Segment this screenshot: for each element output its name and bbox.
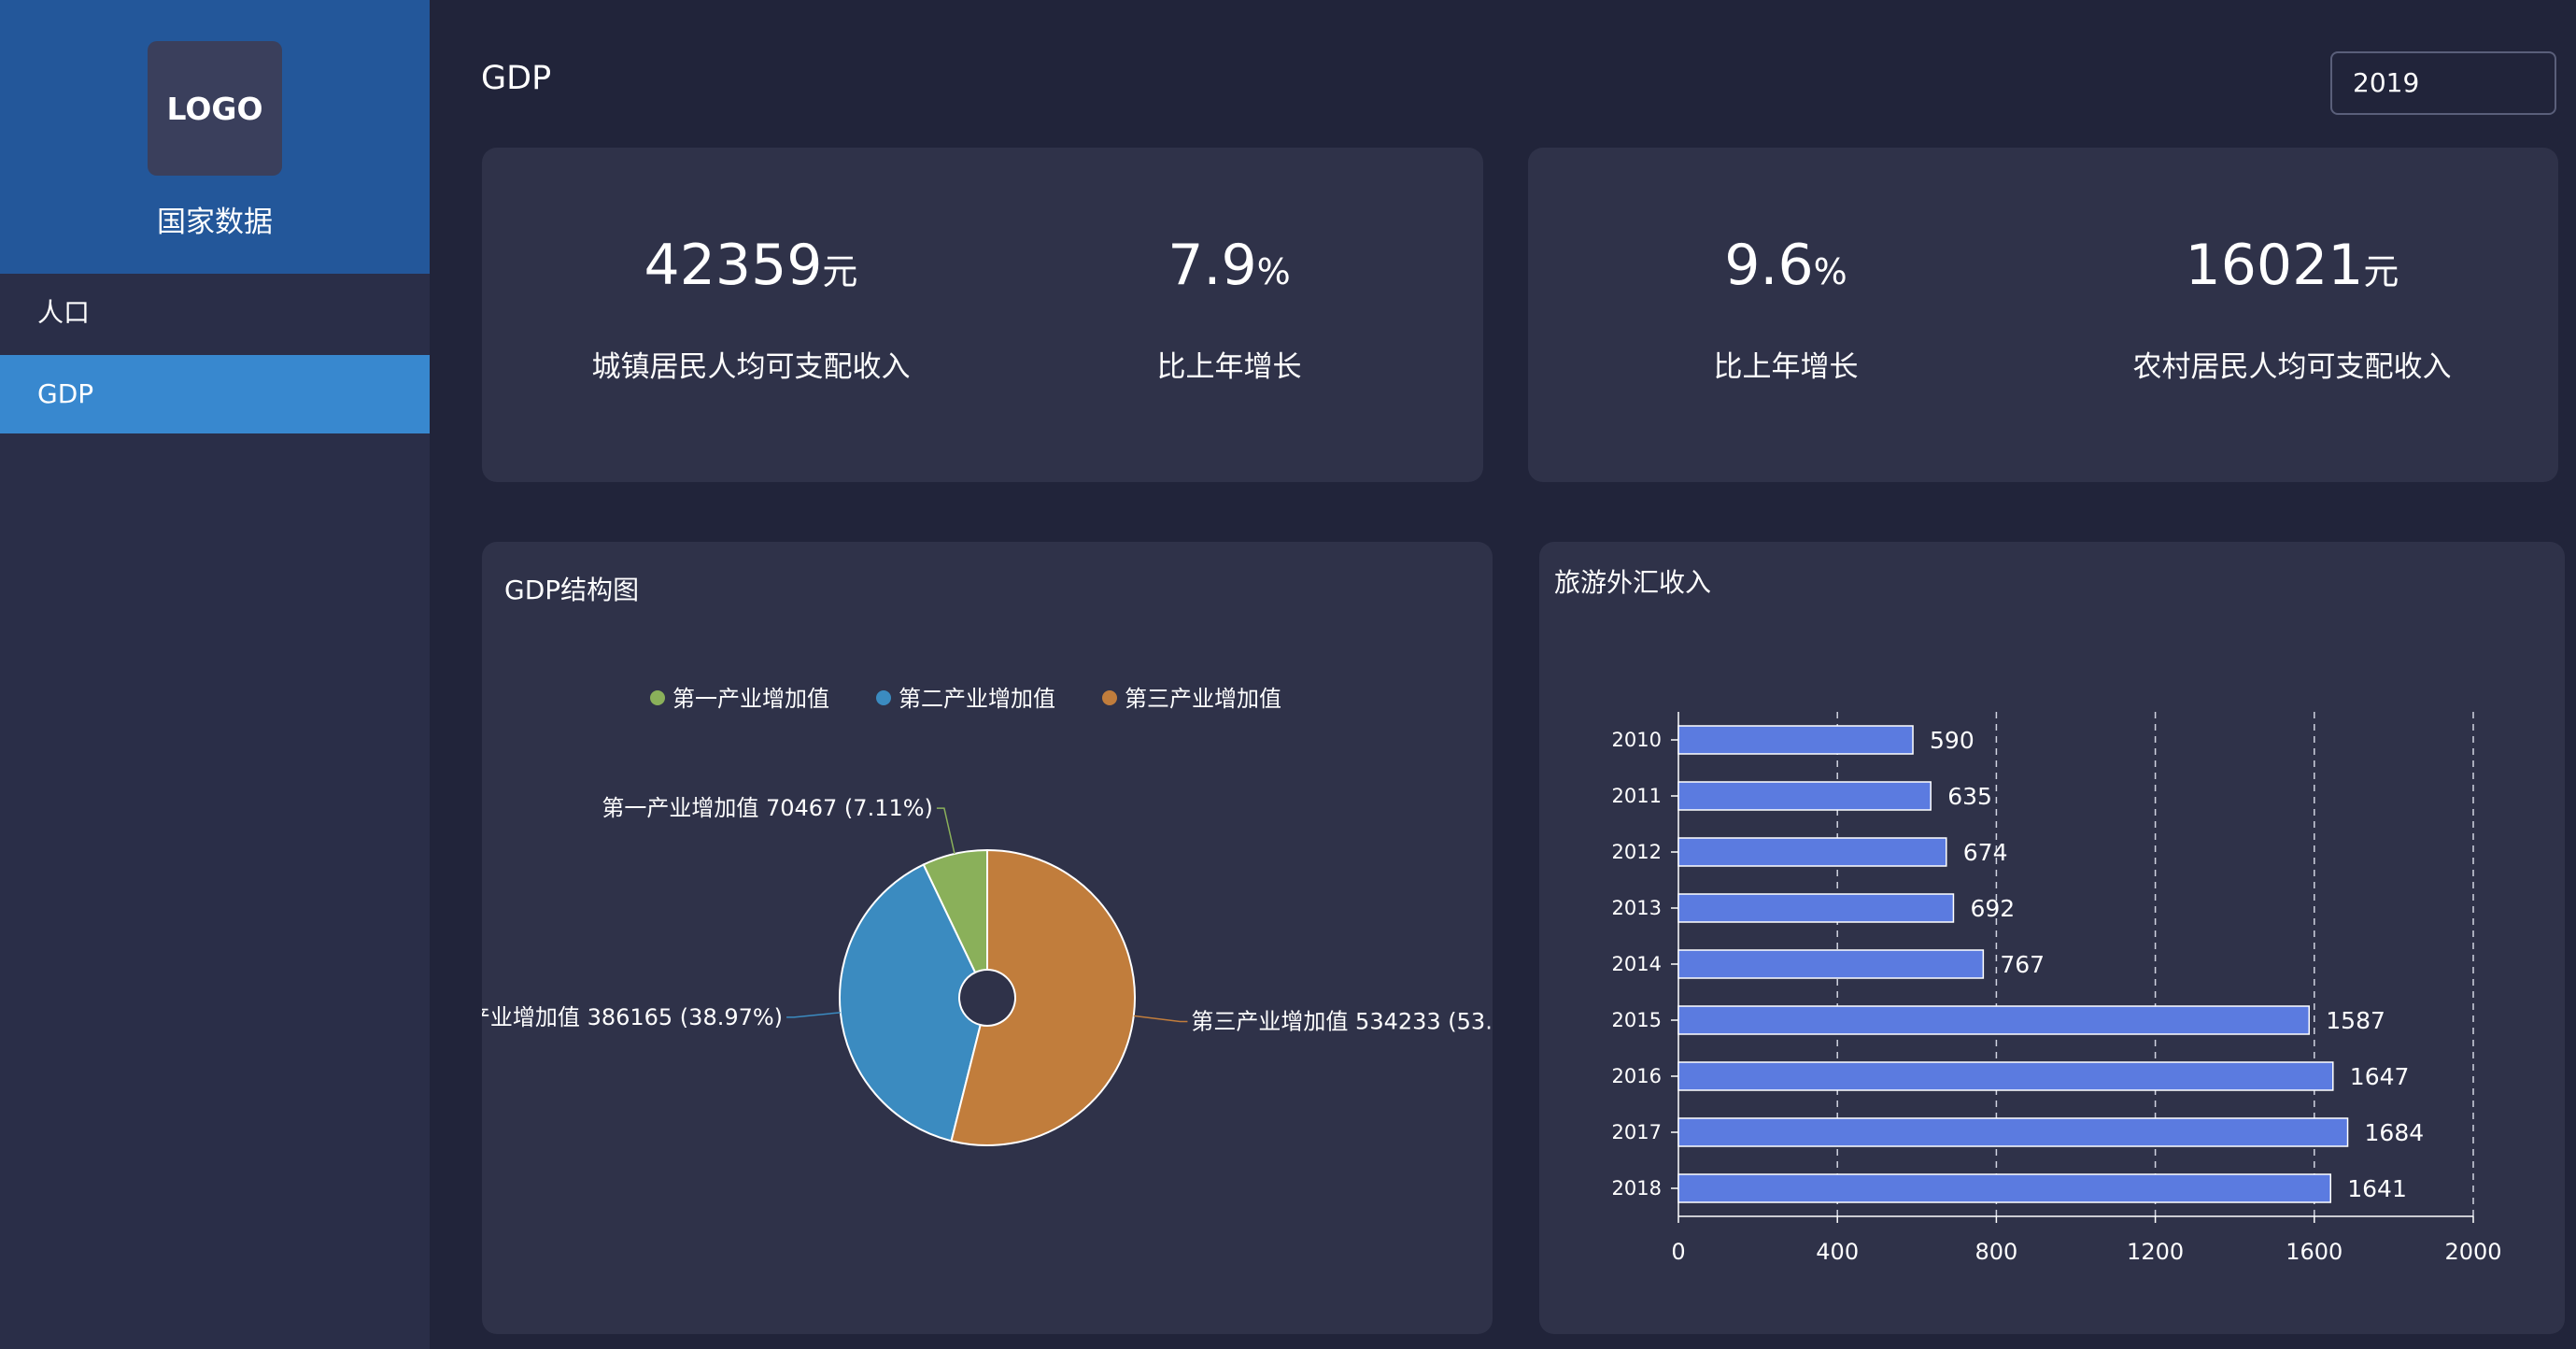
- bar[interactable]: [1677, 837, 1947, 867]
- y-tick-label: 2014: [1612, 953, 1662, 975]
- x-tick-label: 800: [1974, 1239, 2017, 1265]
- bar[interactable]: [1677, 949, 1985, 979]
- stat-value: 7.9: [1168, 233, 1257, 298]
- bar-value-label: 1684: [2365, 1119, 2425, 1146]
- chart-title: GDP结构图: [504, 575, 640, 605]
- bar-value-label: 1641: [2347, 1175, 2407, 1202]
- x-tick-label: 0: [1671, 1239, 1685, 1265]
- legend-label: 第二产业增加值: [899, 686, 1055, 712]
- stat-unit: %: [1813, 251, 1847, 292]
- bar[interactable]: [1677, 893, 1955, 923]
- bar-value-label: 635: [1947, 783, 1992, 810]
- page-title: GDP: [481, 60, 552, 97]
- stat-label: 比上年增长: [1156, 350, 1302, 384]
- y-tick-label: 2010: [1612, 729, 1662, 751]
- stat-urban-growth: 7.9% 比上年增长: [986, 232, 1472, 385]
- stat-value: 42359: [644, 233, 823, 298]
- stat-card-urban: 42359元 城镇居民人均可支配收入 7.9% 比上年增长: [482, 148, 1483, 482]
- legend-swatch: [876, 690, 891, 705]
- chart-title: 旅游外汇收入: [1554, 567, 1712, 598]
- x-tick-label: 1600: [2286, 1239, 2342, 1265]
- y-tick-label: 2015: [1612, 1009, 1662, 1031]
- legend-item[interactable]: 第一产业增加值: [650, 686, 829, 712]
- stat-value: 9.6: [1724, 233, 1814, 298]
- stat-card-rural: 9.6% 比上年增长 16021元 农村居民人均可支配收入: [1528, 148, 2558, 482]
- bar-chart: 0 400 800 1200 1600 2000 2010 590 2011 635 2012 674…: [1612, 712, 2502, 1265]
- pie-slice[interactable]: [839, 863, 982, 1143]
- legend-label: 第一产业增加值: [672, 686, 829, 712]
- brand-title: 国家数据: [157, 206, 273, 239]
- bar-value-label: 590: [1930, 727, 1974, 754]
- legend-swatch: [1102, 690, 1117, 705]
- sidebar-item-gdp[interactable]: GDP: [0, 355, 430, 433]
- y-tick-label: 2018: [1612, 1177, 1662, 1200]
- bar[interactable]: [1677, 1005, 2311, 1035]
- pie-data-label: 第二产业增加值 386165 (38.97%): [482, 1004, 783, 1030]
- stat-rural-growth: 9.6% 比上年增长: [1543, 232, 2029, 385]
- x-tick-label: 1200: [2127, 1239, 2184, 1265]
- stat-label: 比上年增长: [1713, 350, 1859, 384]
- legend-label: 第三产业增加值: [1125, 686, 1281, 712]
- bar[interactable]: [1677, 1117, 2349, 1147]
- bar-value-label: 674: [1963, 839, 2008, 866]
- sidebar: LOGO 国家数据 人口 GDP: [0, 0, 430, 1349]
- legend-item[interactable]: 第二产业增加值: [876, 686, 1055, 712]
- bar[interactable]: [1677, 1173, 2331, 1203]
- y-tick-label: 2012: [1612, 841, 1662, 863]
- y-tick-label: 2017: [1612, 1121, 1662, 1143]
- stat-rural-income: 16021元 农村居民人均可支配收入: [2049, 232, 2535, 385]
- bar-value-label: 692: [1970, 895, 2015, 922]
- logo: LOGO: [148, 41, 282, 176]
- legend-item[interactable]: 第三产业增加值: [1102, 686, 1281, 712]
- y-tick-label: 2013: [1612, 897, 1662, 919]
- tourism-income-panel: 旅游外汇收入 0 400 800 1200 1600 2000 2010 590 2011 635…: [1539, 542, 2565, 1334]
- pie-leader-line: [936, 807, 955, 855]
- stat-label: 农村居民人均可支配收入: [2132, 350, 2452, 384]
- gdp-structure-panel: GDP结构图 第一产业增加值 第二产业增加值 第三产业增加值第一产业增加值 7046…: [482, 542, 1493, 1334]
- bar[interactable]: [1677, 725, 1914, 755]
- pie-data-label: 第三产业增加值 534233 (53.92%): [1191, 1009, 1493, 1035]
- bar[interactable]: [1677, 781, 1932, 811]
- stat-unit: 元: [2363, 251, 2399, 292]
- brand-area: LOGO 国家数据: [0, 0, 430, 274]
- y-tick-label: 2016: [1612, 1065, 1662, 1087]
- pie-leader-line: [786, 1012, 841, 1018]
- stat-urban-income: 42359元 城镇居民人均可支配收入: [508, 232, 994, 385]
- stat-label: 城镇居民人均可支配收入: [591, 350, 911, 384]
- x-tick-label: 2000: [2444, 1239, 2501, 1265]
- bar[interactable]: [1677, 1061, 2334, 1091]
- bar-value-label: 767: [2000, 951, 2045, 978]
- x-tick-label: 400: [1816, 1239, 1859, 1265]
- pie-data-label: 第一产业增加值 70467 (7.11%): [602, 795, 933, 821]
- year-select[interactable]: 2019: [2330, 51, 2556, 115]
- bar-value-label: 1587: [2326, 1007, 2385, 1034]
- sidebar-item-population[interactable]: 人口: [37, 297, 91, 328]
- y-tick-label: 2011: [1612, 785, 1662, 807]
- pie-leader-line: [1133, 1015, 1188, 1023]
- stat-unit: %: [1256, 251, 1291, 292]
- stat-unit: 元: [822, 251, 858, 292]
- pie-slice[interactable]: [950, 848, 1136, 1146]
- legend-swatch: [650, 690, 665, 705]
- stat-value: 16021: [2185, 233, 2364, 298]
- bar-value-label: 1647: [2350, 1063, 2410, 1090]
